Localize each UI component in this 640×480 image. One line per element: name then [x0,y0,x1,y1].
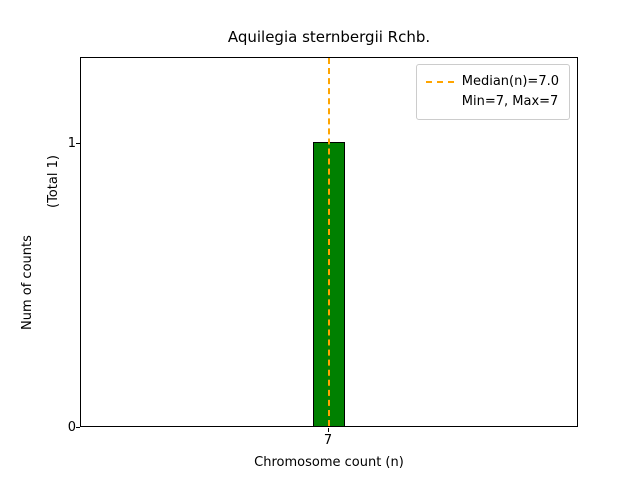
dashed-orange-line-icon [425,81,454,83]
median-vline [328,58,330,426]
legend-label-median: Median(n)=7.0 [461,74,559,89]
ytick-mark-0 [76,427,80,428]
legend-row-median: Median(n)=7.0 [425,72,559,92]
xtick-mark-7 [328,428,329,432]
plot-area: Median(n)=7.0 Min=7, Max=7 [80,57,578,427]
chart-title: Aquilegia sternbergii Rchb. [227,28,431,46]
y-axis-total-label: (Total 1) [46,155,61,208]
ytick-label-0: 0 [67,420,76,435]
legend: Median(n)=7.0 Min=7, Max=7 [415,64,570,120]
x-axis-label: Chromosome count (n) [254,455,404,470]
ytick-mark-1 [76,143,80,144]
y-axis-label: Num of counts [20,235,35,330]
xtick-label-7: 7 [323,433,333,448]
legend-label-minmax: Min=7, Max=7 [461,94,559,109]
ytick-label-1: 1 [67,136,76,151]
legend-row-minmax: Min=7, Max=7 [426,92,559,112]
